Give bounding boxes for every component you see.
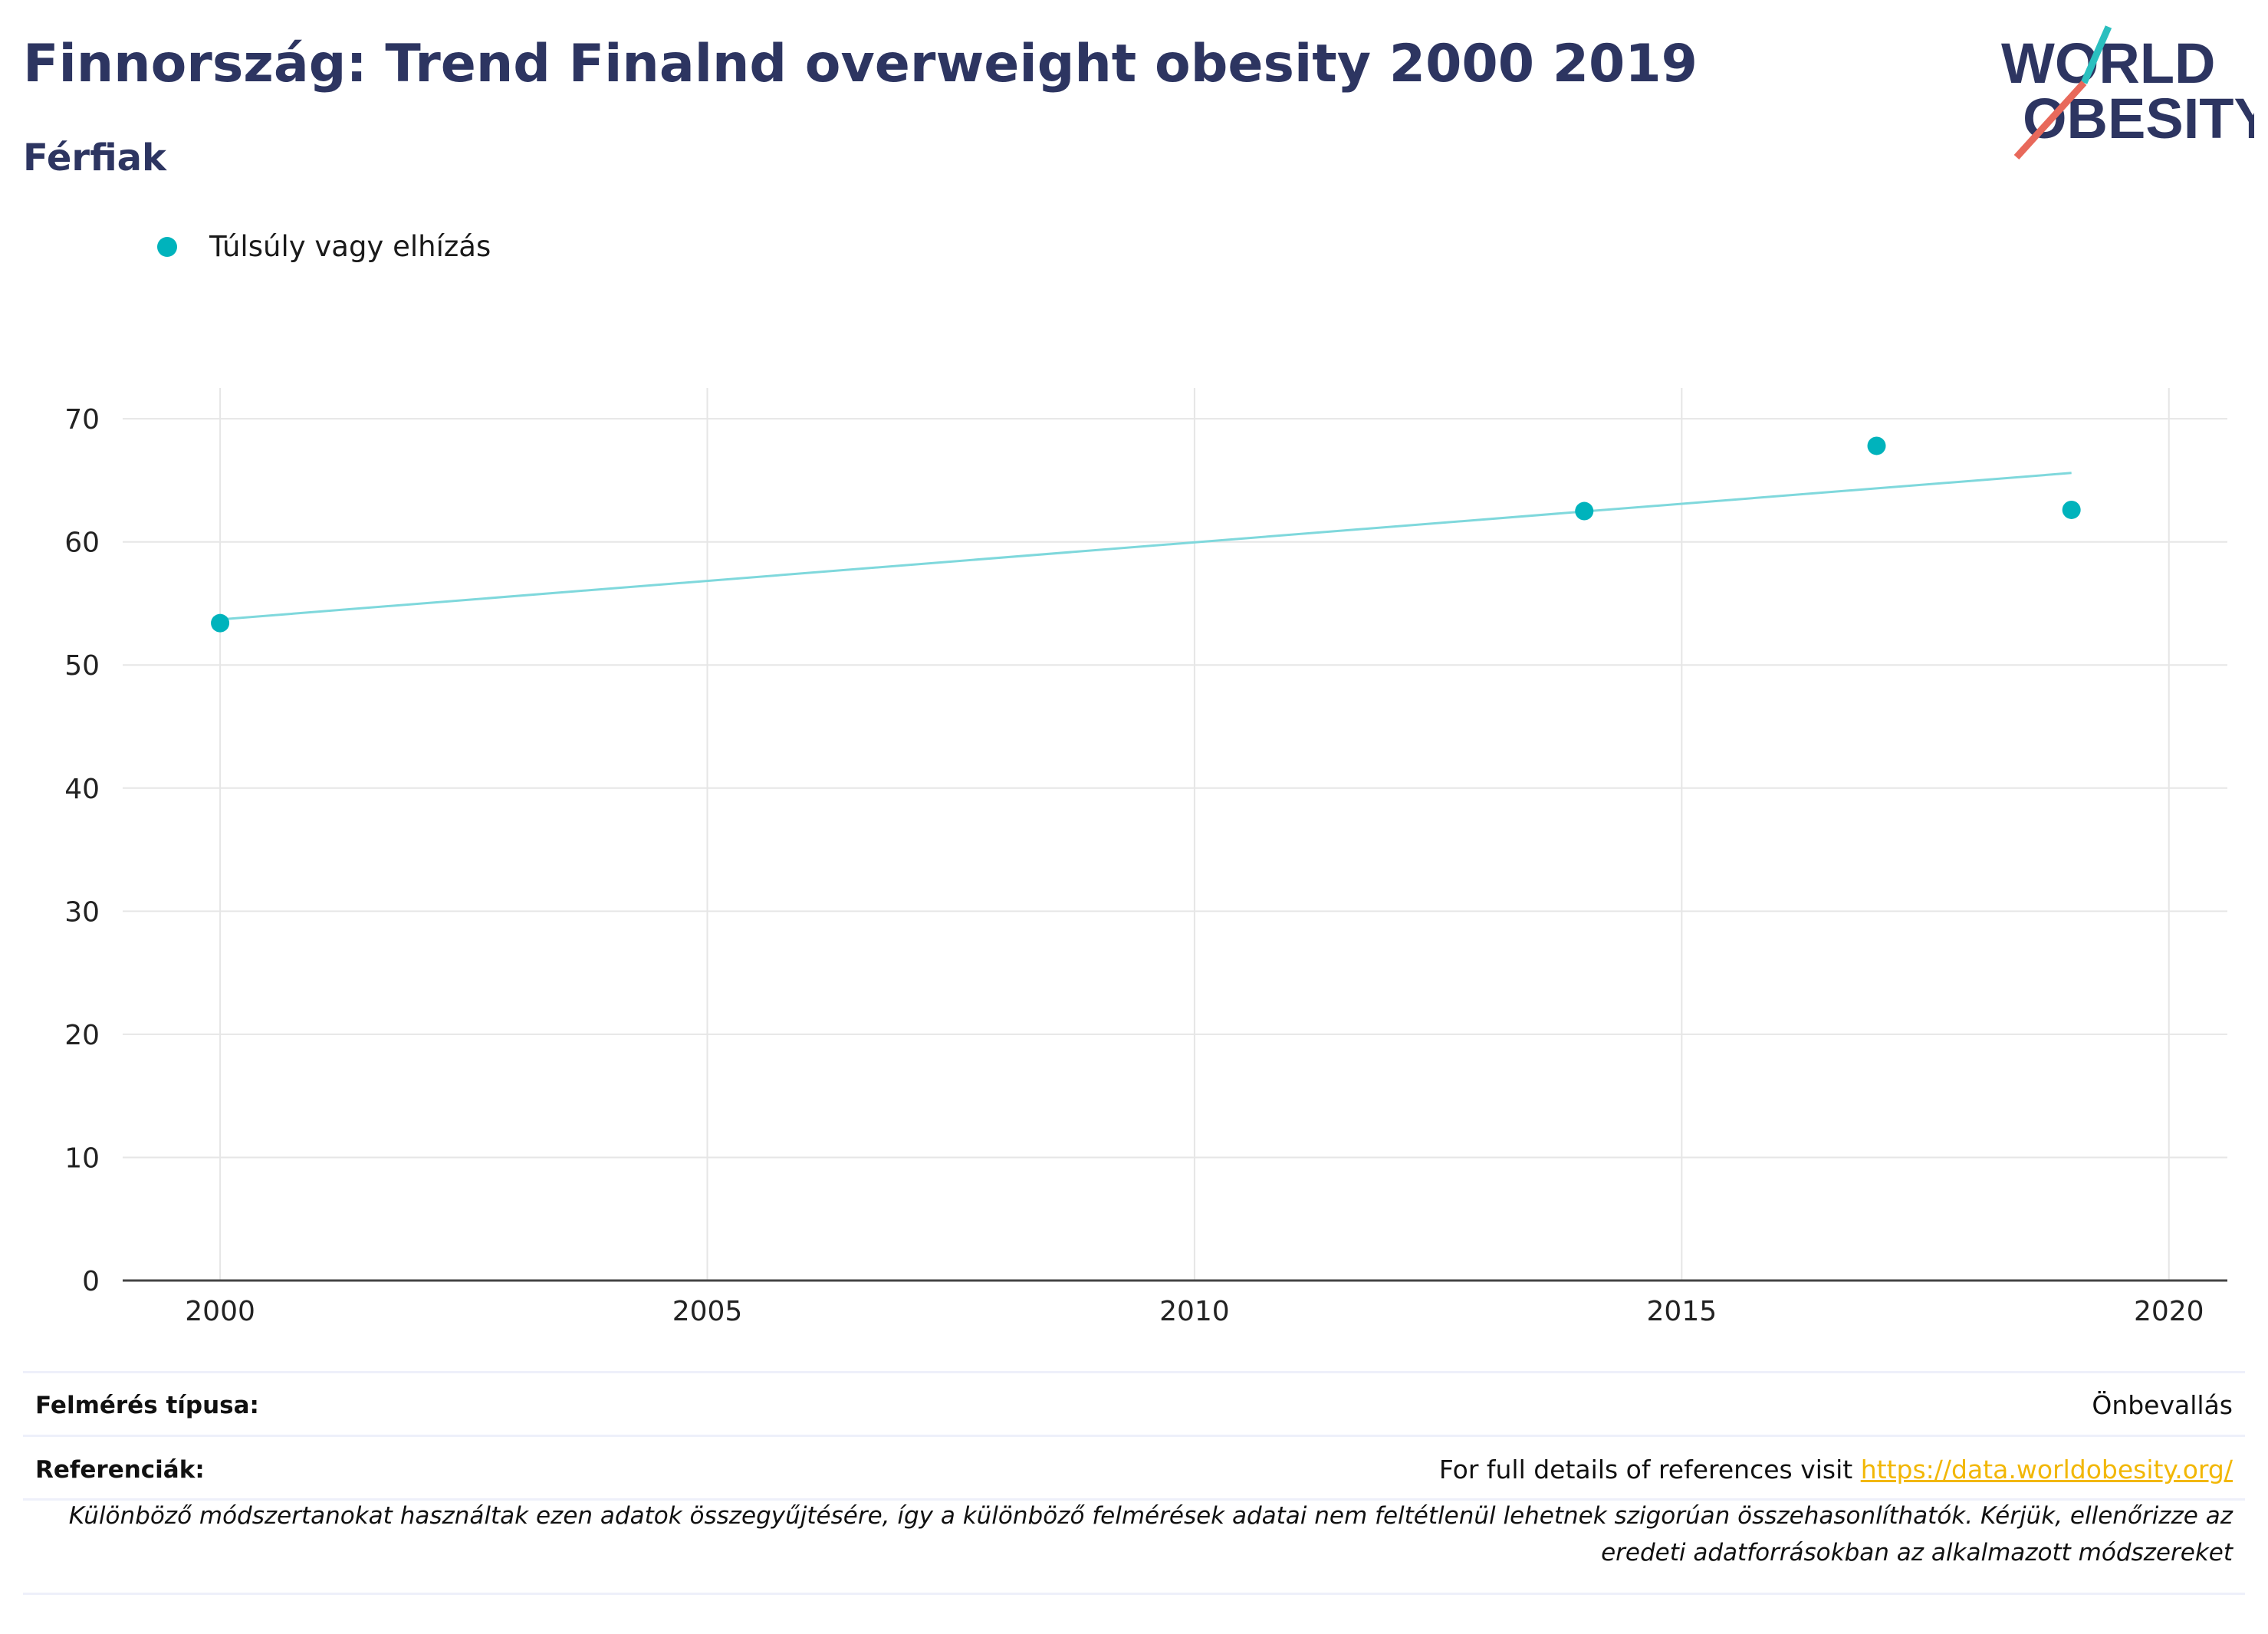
logo-slash-teal bbox=[2080, 25, 2112, 84]
world-obesity-logo: WORLD OBESITY bbox=[2001, 25, 2254, 160]
legend[interactable]: Túlsúly vagy elhízás bbox=[157, 230, 491, 263]
divider bbox=[23, 1593, 2245, 1595]
survey-type-label: Felmérés típusa: bbox=[35, 1392, 259, 1419]
y-tick-label: 0 bbox=[82, 1266, 100, 1297]
logo-text-obesity: OBESITY bbox=[2023, 87, 2254, 150]
logo-slash-red bbox=[2013, 80, 2087, 160]
references-text: For full details of references visit bbox=[1438, 1455, 1861, 1484]
divider bbox=[23, 1435, 2245, 1437]
y-tick-label: 40 bbox=[64, 774, 100, 805]
x-tick-label: 2005 bbox=[672, 1296, 743, 1327]
trend-line bbox=[219, 472, 2072, 621]
data-point bbox=[1575, 501, 1594, 521]
legend-label: Túlsúly vagy elhízás bbox=[209, 230, 491, 263]
survey-type-value: Önbevallás bbox=[2092, 1390, 2233, 1420]
data-point bbox=[1867, 436, 1886, 455]
x-tick-label: 2020 bbox=[2134, 1296, 2204, 1327]
y-tick-label: 30 bbox=[64, 896, 100, 928]
methodology-note: Különböző módszertanokat használtak ezen… bbox=[68, 1502, 2233, 1567]
y-tick-label: 50 bbox=[64, 650, 100, 682]
y-tick-label: 70 bbox=[64, 404, 100, 436]
references-link[interactable]: https://data.worldobesity.org/ bbox=[1860, 1455, 2233, 1484]
legend-marker-icon bbox=[157, 236, 177, 257]
divider bbox=[23, 1371, 2245, 1373]
x-tick-label: 2015 bbox=[1647, 1296, 1717, 1327]
references-label: Referenciák: bbox=[35, 1456, 205, 1484]
references-value: For full details of references visit htt… bbox=[1439, 1455, 2233, 1484]
chart-title: Finnország: Trend Finalnd overweight obe… bbox=[23, 34, 1698, 94]
scatter-chart: 0 10 20 30 40 50 60 70 2000 2005 2010 2015 2020 bbox=[64, 388, 2227, 1327]
divider bbox=[23, 1498, 2245, 1501]
x-tick-label: 2010 bbox=[1159, 1296, 1230, 1327]
y-tick-label: 60 bbox=[64, 528, 100, 559]
x-tick-label: 2000 bbox=[185, 1296, 255, 1327]
chart-subtitle: Férfiak bbox=[23, 136, 166, 179]
y-tick-label: 10 bbox=[64, 1142, 100, 1174]
y-tick-label: 20 bbox=[64, 1020, 100, 1051]
logo-text-world: WORLD bbox=[2001, 31, 2216, 95]
data-point bbox=[2062, 500, 2081, 519]
data-point bbox=[211, 613, 230, 633]
